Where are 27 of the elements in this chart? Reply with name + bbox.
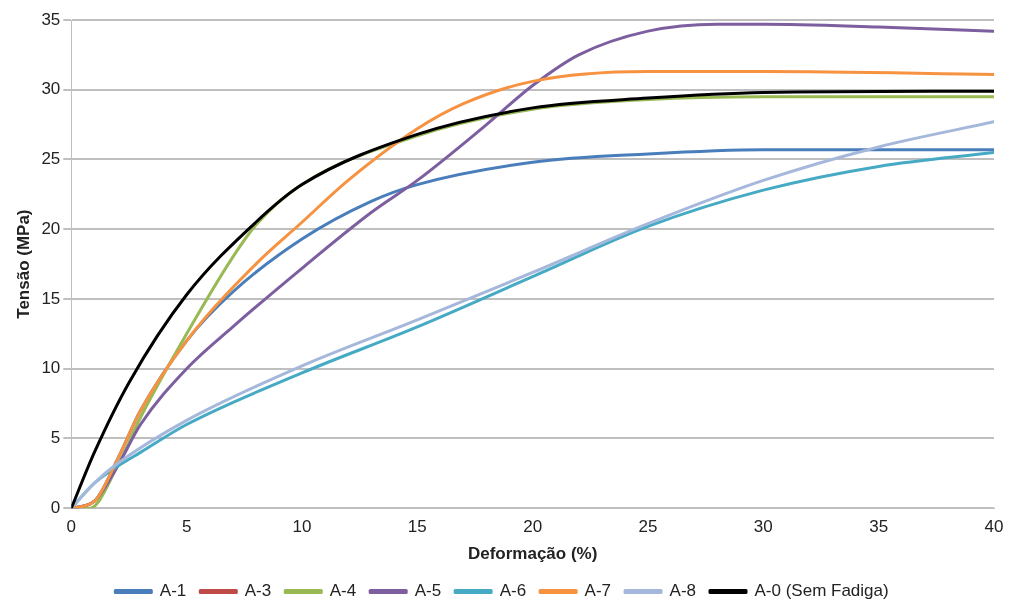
x-tick-label: 40 bbox=[984, 517, 1004, 537]
x-axis-title: Deformação (%) bbox=[467, 544, 598, 564]
legend-label: A-6 bbox=[499, 581, 527, 601]
x-tick-label: 5 bbox=[181, 517, 192, 537]
legend-label: A-3 bbox=[244, 581, 272, 601]
x-tick-label: 10 bbox=[292, 517, 312, 537]
x-tick-label: 20 bbox=[523, 517, 543, 537]
y-tick-label: 0 bbox=[50, 497, 61, 517]
x-tick-label: 15 bbox=[407, 517, 427, 537]
x-tick-label: 25 bbox=[638, 517, 658, 537]
y-axis-title: Tensão (MPa) bbox=[13, 209, 33, 319]
y-tick-label: 10 bbox=[41, 358, 61, 378]
y-tick-label: 25 bbox=[41, 149, 61, 169]
legend-label: A-1 bbox=[159, 581, 187, 601]
legend-label: A-4 bbox=[329, 581, 357, 601]
y-tick-label: 5 bbox=[50, 428, 61, 448]
legend-label: A-0 (Sem Fadiga) bbox=[754, 581, 889, 601]
y-tick-label: 15 bbox=[41, 288, 61, 308]
legend-label: A-8 bbox=[669, 581, 697, 601]
y-tick-label: 30 bbox=[41, 79, 61, 99]
x-tick-label: 30 bbox=[753, 517, 773, 537]
y-tick-label: 35 bbox=[41, 9, 61, 29]
legend-label: A-5 bbox=[414, 581, 442, 601]
x-tick-label: 0 bbox=[66, 517, 77, 537]
x-tick-label: 35 bbox=[869, 517, 889, 537]
legend-label: A-7 bbox=[584, 581, 612, 601]
y-tick-label: 20 bbox=[41, 218, 61, 238]
